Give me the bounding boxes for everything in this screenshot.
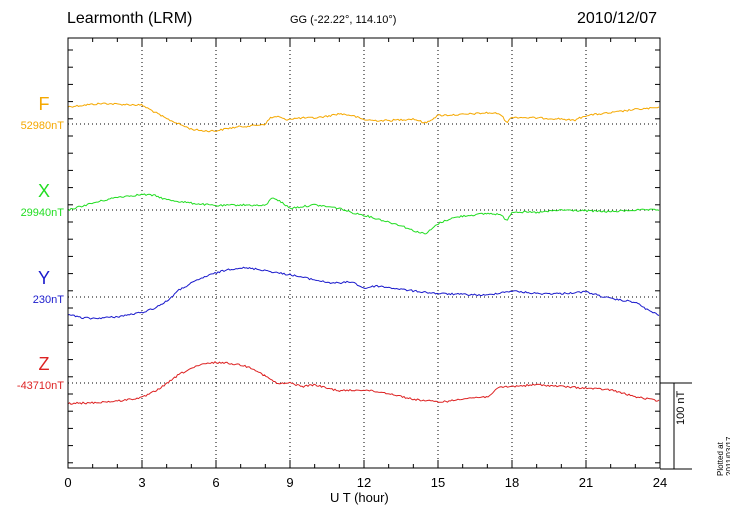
component-baseline-z: -43710nT [16,380,64,392]
series-line-x [67,193,660,235]
x-axis-label: U T (hour) [330,490,389,505]
x-tick-label: 15 [431,475,445,490]
x-tick-label: 12 [357,475,371,490]
series-layer [67,102,660,405]
component-baseline-x: 29940nT [20,207,64,219]
station-title: Learmonth (LRM) [67,10,193,27]
component-letter-z: Z [38,354,50,374]
x-tick-label: 0 [64,475,71,490]
plotted-timestamp: Plotted at 2011/03/17 06:06 UT [716,436,730,476]
component-letter-f: F [38,94,50,114]
series-line-f [67,102,660,133]
x-tick-label: 21 [579,475,593,490]
x-tick-label: 18 [505,475,519,490]
component-baseline-y: 230nT [32,294,64,306]
grid-layer [68,38,660,468]
axis-layer: 0 3 6 9 12 15 18 21 24 [64,37,692,490]
geographic-coordinates: GG (-22.22°, 114.10°) [290,14,397,26]
x-tick-label: 24 [653,475,667,490]
component-letter-x: X [37,181,50,201]
series-line-y [67,266,660,320]
series-line-z [67,361,660,405]
plot-date: 2010/12/07 [577,10,658,27]
component-letter-y: Y [37,268,50,288]
x-tick-label: 3 [138,475,145,490]
component-baseline-f: 52980nT [20,120,64,132]
x-tick-label: 9 [286,475,293,490]
x-tick-label: 6 [212,475,219,490]
scale-bar-label: 100 nT [675,390,687,425]
